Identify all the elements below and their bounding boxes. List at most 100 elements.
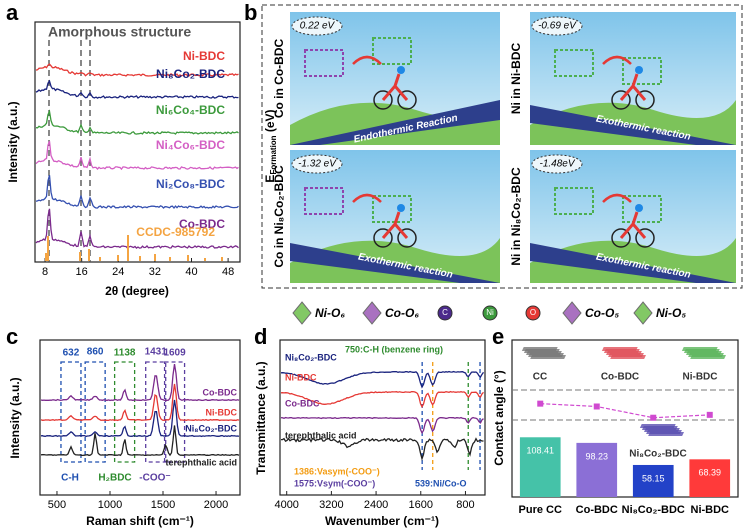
arrow	[602, 55, 632, 65]
lattice	[304, 49, 344, 77]
x-tick-label: 16	[76, 266, 88, 278]
value-label: 58.15	[642, 473, 665, 483]
y-axis-label: EFormation (eV)	[263, 109, 278, 182]
peak-label: 1138	[114, 348, 136, 359]
cyclist-head	[397, 66, 405, 74]
trend-point	[650, 414, 657, 421]
x-axis-label: Raman shift (cm⁻¹)	[86, 514, 194, 528]
spectrum-curve	[35, 79, 239, 99]
illustration-road	[290, 243, 500, 283]
bar	[576, 442, 618, 497]
trend-point	[706, 411, 713, 418]
x-axis-label: Wavenumber (cm⁻¹)	[325, 514, 439, 528]
site-label: Co in Co-BDC	[272, 39, 286, 119]
panel-label: e	[492, 324, 504, 349]
legend-label: Ni₆Co₄-BDC	[156, 103, 225, 117]
cyclist	[619, 211, 647, 239]
energy-label: -1.48eV	[539, 159, 575, 170]
peak-box	[84, 361, 106, 463]
bike-wheel	[397, 228, 417, 248]
panel-label: c	[6, 324, 18, 349]
illustration-hill	[290, 238, 500, 283]
spectrum-curve	[280, 390, 484, 409]
plot-frame	[511, 339, 739, 498]
annotation: 750:C-H (benzene ring)	[345, 344, 443, 354]
legend-label: CCDC-985792	[136, 225, 215, 239]
illustration-road	[530, 105, 736, 145]
arrow	[602, 193, 632, 203]
lattice	[622, 57, 662, 85]
legend-swatch	[562, 301, 582, 325]
panel-label: b	[244, 0, 257, 25]
spectrum-curve	[35, 109, 239, 135]
cyclist	[619, 73, 647, 101]
x-tick-label: Ni₈Co₂-BDC	[622, 504, 685, 516]
legend-label: Ni₈Co₂-BDC	[156, 67, 225, 81]
bike-wheel	[635, 90, 655, 110]
value-label: 108.41	[526, 446, 554, 456]
cyclist-head	[635, 66, 643, 74]
image-label: Ni-BDC	[683, 372, 718, 383]
peak-label: 1431	[145, 347, 168, 358]
panel-label: d	[254, 324, 267, 349]
peak-box	[60, 361, 82, 463]
sample-image	[530, 355, 567, 359]
trend-point	[593, 403, 600, 410]
legend-label: Ni-O₆	[315, 306, 345, 320]
label-main: E	[263, 175, 277, 183]
legend-label: Ni₄Co₆-BDC	[156, 138, 225, 152]
illustration-road	[530, 243, 736, 283]
trend-point	[537, 400, 544, 407]
y-axis-label: Transmittance (a.u.)	[254, 361, 268, 474]
site-label: Co in Ni₈Co₂-BDC	[272, 165, 286, 268]
legend-label: Ni₈Co₂-BDC	[185, 423, 237, 433]
y-axis-label: Intensity (a.u.)	[6, 101, 20, 182]
bike-wheel	[373, 90, 393, 110]
panel-frame	[261, 4, 743, 289]
x-tick-label: 24	[112, 266, 124, 278]
sample-image	[610, 355, 647, 359]
spectrum-curve	[35, 208, 239, 249]
x-tick-label: 8	[42, 266, 48, 278]
legend-label: Ni	[486, 308, 494, 317]
image-label: Ni₈Co₂-BDC	[629, 449, 686, 460]
spectrum-curve	[280, 416, 484, 435]
label-sub: Formation	[269, 135, 278, 174]
illustration-hill	[530, 100, 736, 145]
legend-swatch	[362, 301, 382, 325]
bar	[519, 437, 561, 497]
spectrum-curve	[35, 140, 239, 171]
peak-box	[145, 361, 167, 463]
legend-label: Co-BDC	[179, 217, 225, 231]
legend-label: Co-O₅	[585, 306, 619, 320]
bike-wheel	[397, 90, 417, 110]
cyclist	[381, 73, 409, 101]
site-label: Ni in Ni₈Co₂-BDC	[509, 167, 523, 266]
spectrum-curve	[40, 399, 240, 438]
bike-wheel	[635, 228, 655, 248]
legend-swatch	[482, 305, 498, 321]
legend-swatch	[292, 301, 312, 325]
legend-label: Ni-BDC	[183, 49, 225, 63]
cyclist-head	[397, 204, 405, 212]
peak-box	[113, 361, 136, 463]
annotation: 1575:Vsym(-COO⁻)	[294, 478, 375, 488]
x-axis-label: 2θ (degree)	[105, 284, 169, 298]
x-tick-label: 48	[222, 266, 234, 278]
arrow	[352, 193, 382, 203]
spectrum-curve	[280, 370, 485, 389]
legend-label: terephthalic acid	[165, 457, 237, 467]
x-tick-label: 40	[185, 266, 197, 278]
trend-line	[540, 403, 710, 419]
bar	[689, 459, 731, 497]
legend-swatch	[525, 305, 541, 321]
image-label: Co-BDC	[601, 372, 639, 383]
lattice	[372, 195, 412, 223]
plot-frame	[39, 339, 241, 496]
x-tick-label: 500	[48, 499, 66, 511]
legend-label: Ni-BDC	[285, 372, 317, 382]
x-tick-label: 1600	[409, 499, 433, 511]
spectrum-curve	[35, 63, 239, 78]
energy-badge	[291, 154, 343, 174]
